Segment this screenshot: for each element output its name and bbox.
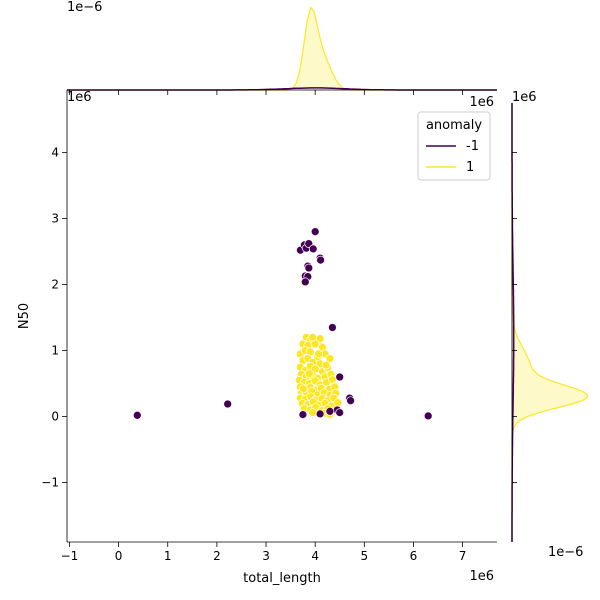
y-tick-label: 2 [51, 278, 59, 292]
point-anomaly-1 [325, 354, 335, 363]
y-tick-label: 1 [51, 344, 59, 358]
point-anomaly-1 [321, 360, 331, 370]
point-anomaly-1 [299, 384, 308, 394]
point-anomaly-1 [310, 339, 320, 349]
y-offset-label: 1e6 [67, 90, 92, 105]
point-anomaly-minus1 [346, 396, 355, 406]
x-tick-label: 5 [360, 549, 368, 563]
top-marginal-tick-label: 1e6 [469, 95, 494, 110]
point-anomaly-1 [308, 408, 318, 417]
x-tick-label: 0 [115, 549, 123, 563]
x-axis-label: total_length [243, 571, 321, 586]
y-axis-label: N50 [17, 303, 32, 329]
x-tick-label: 2 [213, 549, 221, 563]
x-tick-label: −1 [61, 549, 79, 563]
top-kde-fill-1 [67, 7, 497, 90]
right-marginal-panel: 1e6 1e−6 [511, 90, 589, 560]
y-tick-label: 3 [51, 212, 59, 226]
point-anomaly-minus1 [316, 255, 325, 265]
x-ticks: −1 0 1 2 3 4 5 6 7 [61, 90, 467, 563]
point-anomaly-minus1 [335, 372, 345, 382]
y-tick-label: −1 [41, 476, 59, 490]
point-anomaly-minus1 [132, 410, 142, 420]
point-anomaly-1 [314, 349, 323, 359]
right-kde-line-1 [511, 103, 589, 542]
point-anomaly-1 [315, 334, 325, 344]
x-tick-label: 4 [311, 549, 319, 563]
point-anomaly-minus1 [315, 409, 325, 419]
right-kde-fill-1 [512, 103, 588, 542]
point-anomaly-minus1 [308, 244, 318, 254]
top-marginal-panel: 1e−6 1e6 [67, 0, 497, 110]
top-kde-line-1 [67, 6, 497, 91]
legend: anomaly -1 1 [417, 111, 491, 181]
point-anomaly-minus1 [300, 277, 310, 287]
right-marginal-tick-label: 1e6 [512, 90, 537, 105]
point-anomaly-minus1 [423, 411, 433, 421]
point-anomaly-minus1 [310, 227, 320, 237]
point-anomaly-minus1 [328, 323, 337, 332]
point-anomaly-minus1 [304, 263, 314, 273]
x-tick-label: 6 [410, 549, 418, 563]
point-anomaly-minus1 [325, 406, 335, 416]
legend-label-minus1: -1 [466, 139, 479, 154]
x-tick-label: 3 [262, 549, 270, 563]
point-anomaly-minus1 [223, 399, 233, 409]
x-tick-label: 7 [459, 549, 467, 563]
point-anomaly-1 [304, 369, 314, 379]
point-anomaly-1 [328, 375, 337, 384]
top-marginal-density-label: 1e−6 [67, 0, 102, 15]
y-ticks: −1 0 1 2 3 4 [41, 146, 517, 490]
right-marginal-density-label: 1e−6 [548, 545, 583, 560]
point-anomaly-minus1 [335, 408, 345, 417]
point-anomaly-1 [333, 398, 343, 408]
legend-label-1: 1 [466, 160, 474, 175]
point-anomaly-minus1 [298, 410, 308, 419]
x-offset-label: 1e6 [469, 569, 494, 584]
x-tick-label: 1 [164, 549, 172, 563]
y-tick-label: 0 [51, 410, 59, 424]
y-tick-label: 4 [51, 146, 59, 160]
scatter-points [132, 227, 433, 421]
legend-title: anomaly [426, 118, 482, 133]
